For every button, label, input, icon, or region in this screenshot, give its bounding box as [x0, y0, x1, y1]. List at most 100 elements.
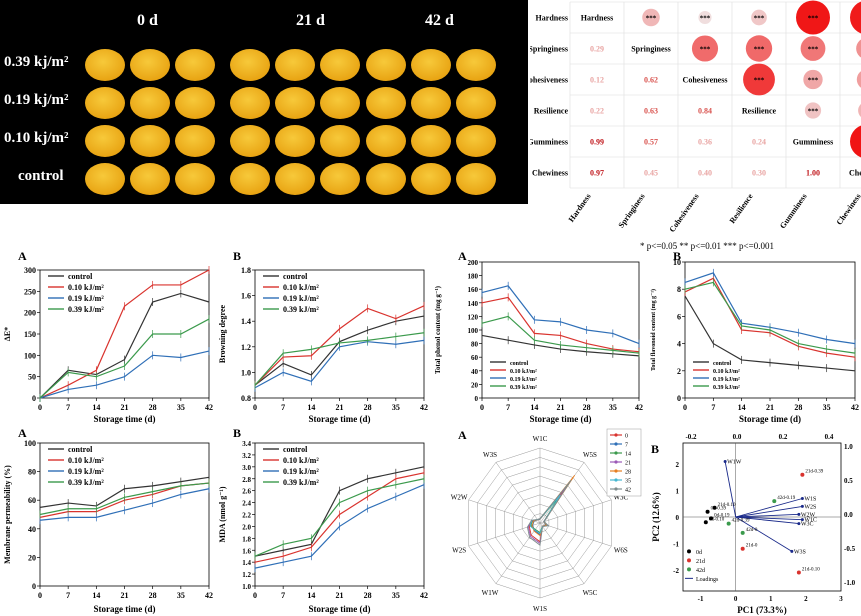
y-tick-label: 3.2: [242, 452, 251, 460]
score-label: 0d-0.19: [714, 513, 730, 518]
significance-marker: ***: [700, 46, 711, 54]
x-tick-label: 28: [149, 591, 157, 600]
loading-head: [800, 504, 804, 508]
x-tick-label: 14: [92, 403, 100, 412]
correlation-value: 0.30: [752, 169, 766, 178]
panel-letter: B: [651, 442, 659, 456]
legend-label: control: [713, 361, 732, 367]
y-tick-label: 250: [24, 287, 36, 296]
legend-label: 0.19 kJ/m²: [68, 467, 104, 476]
radar-axis-label: W2S: [452, 546, 466, 554]
radar-axis-label: W1W: [482, 589, 499, 597]
score-label: 21d-0.39: [805, 470, 823, 475]
legend-label: control: [283, 272, 308, 281]
legend-label: 0.39 kJ/m²: [510, 385, 537, 391]
correlation-circle: [856, 39, 861, 58]
x-tick-label: 21: [121, 591, 129, 600]
score-point: [740, 530, 745, 535]
significance-marker: ***: [808, 15, 819, 23]
correlation-circle: [850, 1, 861, 34]
loading-arrow: [724, 461, 737, 518]
x-tick-label: 35: [177, 403, 185, 412]
y-tick-label: 60: [28, 496, 36, 505]
loading-arrow: [735, 498, 803, 518]
sample-image: [85, 163, 125, 195]
y-tick-label: 40: [471, 368, 479, 376]
radar-spoke: [495, 522, 541, 584]
radar-axis-label: W5S: [583, 451, 597, 459]
score-point: [772, 499, 777, 504]
row-label-010: 0.10 kj/m²: [4, 130, 69, 146]
loading-arrow: [735, 505, 803, 518]
legend-marker: [687, 549, 691, 554]
significance-marker: ***: [646, 15, 657, 23]
x-tick-label: 0: [734, 595, 738, 603]
legend-label: control: [510, 361, 529, 367]
y-tick-label: 1.4: [242, 559, 251, 567]
y-tick-label: 0: [475, 395, 479, 403]
sample-image: [175, 49, 215, 81]
correlation-circle: [800, 36, 826, 61]
loading-head: [797, 522, 801, 526]
y-axis-label: Membrane permeability (%): [3, 465, 12, 564]
correlation-value: 0.36: [698, 138, 712, 147]
x-tick-label: 3: [839, 595, 843, 603]
x-axis-label: Storage time (d): [309, 604, 371, 614]
y-axis-label: PC2 (12.6%): [651, 492, 661, 542]
legend-label: control: [68, 445, 93, 454]
score-point: [712, 505, 717, 510]
significance-marker: ***: [808, 46, 819, 54]
x-tick-label: 0: [253, 591, 257, 600]
y-tick-label: 1.8: [241, 266, 251, 275]
y-tick-label: 80: [471, 341, 479, 349]
y-tick-label: 3.0: [242, 464, 251, 472]
score-label: 21d-0.10: [718, 503, 736, 508]
y-tick-label: 200: [24, 309, 36, 318]
legend-label: control: [68, 272, 93, 281]
y-tick-label: 1.4: [241, 317, 251, 326]
score-point: [740, 546, 745, 551]
y-tick-label: 120: [468, 313, 479, 321]
row-label: Resilience: [534, 107, 569, 116]
x-tick-label: 35: [392, 403, 400, 412]
right-tick-label: -0.5: [844, 545, 856, 553]
y-tick-label: 1.2: [242, 571, 251, 579]
legend-label: 21d: [696, 559, 705, 565]
top-tick-label: 0.2: [779, 433, 788, 441]
membrane-permeability-chart: A 0 7 14 21 28 35 42 0 20 40 60 80 100 Storage time (d…: [3, 426, 213, 614]
panel-letter: A: [18, 426, 27, 440]
row-label: Hardness: [536, 14, 568, 23]
score-label: 0d-0.10: [709, 517, 725, 522]
series-line: [684, 281, 856, 354]
legend-label: 0.10 kJ/m²: [68, 456, 104, 465]
right-tick-label: 1.0: [844, 443, 853, 451]
y-tick-label: 150: [24, 330, 36, 339]
x-tick-label: 35: [177, 591, 185, 600]
legend-label: 0.19 kJ/m²: [510, 377, 537, 383]
legend-label: 0d: [696, 550, 702, 556]
correlation-value: 0.45: [644, 169, 658, 178]
radar-series: [526, 479, 572, 546]
loading-head: [790, 549, 794, 553]
mda-chart: B 0 7 14 21 28 35 42 1.0 1.2 1.4 1.6 1.8 2.0 2.2 2.4 2.6…: [218, 426, 428, 614]
legend-label: 14: [625, 452, 631, 458]
correlation-value: 0.99: [590, 138, 604, 147]
score-point: [705, 509, 710, 514]
y-tick-label: 60: [471, 354, 479, 362]
x-tick-label: 14: [738, 403, 746, 412]
total-phenol-chart: A 0 7 14 21 28 35 42 0 20 40 60 80 100 120 140 160 180 200…: [434, 249, 643, 424]
correlation-value: 0.12: [590, 76, 604, 85]
loading-head: [723, 460, 727, 463]
y-tick-label: 6: [677, 312, 681, 321]
y-tick-label: 0: [676, 514, 680, 522]
significance-marker: ***: [808, 77, 819, 85]
sample-image: [175, 163, 215, 195]
significance-note: * p<=0.05 ** p<=0.01 *** p<=0.001: [640, 241, 774, 251]
correlation-circle: [751, 9, 767, 26]
y-tick-label: 80: [28, 468, 36, 477]
y-tick-label: 4: [677, 340, 681, 349]
sample-image: [320, 163, 360, 195]
radar-axis-label: W1S: [533, 605, 547, 613]
day-0-header: 0 d: [137, 12, 158, 29]
y-tick-label: 0: [32, 394, 36, 403]
